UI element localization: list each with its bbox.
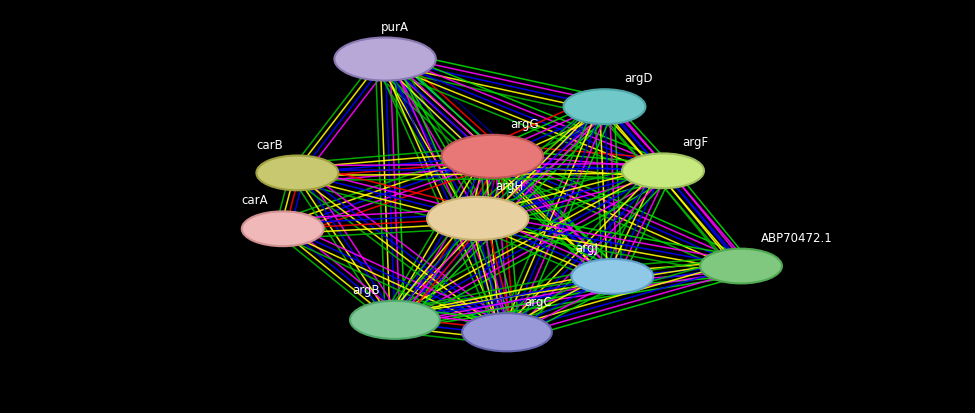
Circle shape bbox=[564, 90, 645, 125]
Text: argJ: argJ bbox=[575, 242, 598, 254]
Circle shape bbox=[256, 156, 338, 191]
Circle shape bbox=[334, 38, 436, 81]
Text: purA: purA bbox=[381, 21, 409, 33]
Circle shape bbox=[350, 301, 440, 339]
Text: argC: argC bbox=[525, 296, 552, 309]
Circle shape bbox=[622, 154, 704, 189]
Text: argH: argH bbox=[495, 180, 524, 192]
Text: carA: carA bbox=[242, 194, 268, 207]
Circle shape bbox=[571, 259, 653, 294]
Text: argG: argG bbox=[510, 118, 538, 131]
Circle shape bbox=[442, 135, 543, 178]
Text: carB: carB bbox=[256, 138, 283, 151]
Text: ABP70472.1: ABP70472.1 bbox=[760, 231, 833, 244]
Circle shape bbox=[242, 212, 324, 247]
Text: argF: argF bbox=[682, 136, 709, 149]
Text: argB: argB bbox=[353, 283, 380, 296]
Circle shape bbox=[700, 249, 782, 284]
Text: argD: argD bbox=[624, 72, 652, 85]
Circle shape bbox=[427, 197, 528, 240]
Circle shape bbox=[462, 313, 552, 351]
